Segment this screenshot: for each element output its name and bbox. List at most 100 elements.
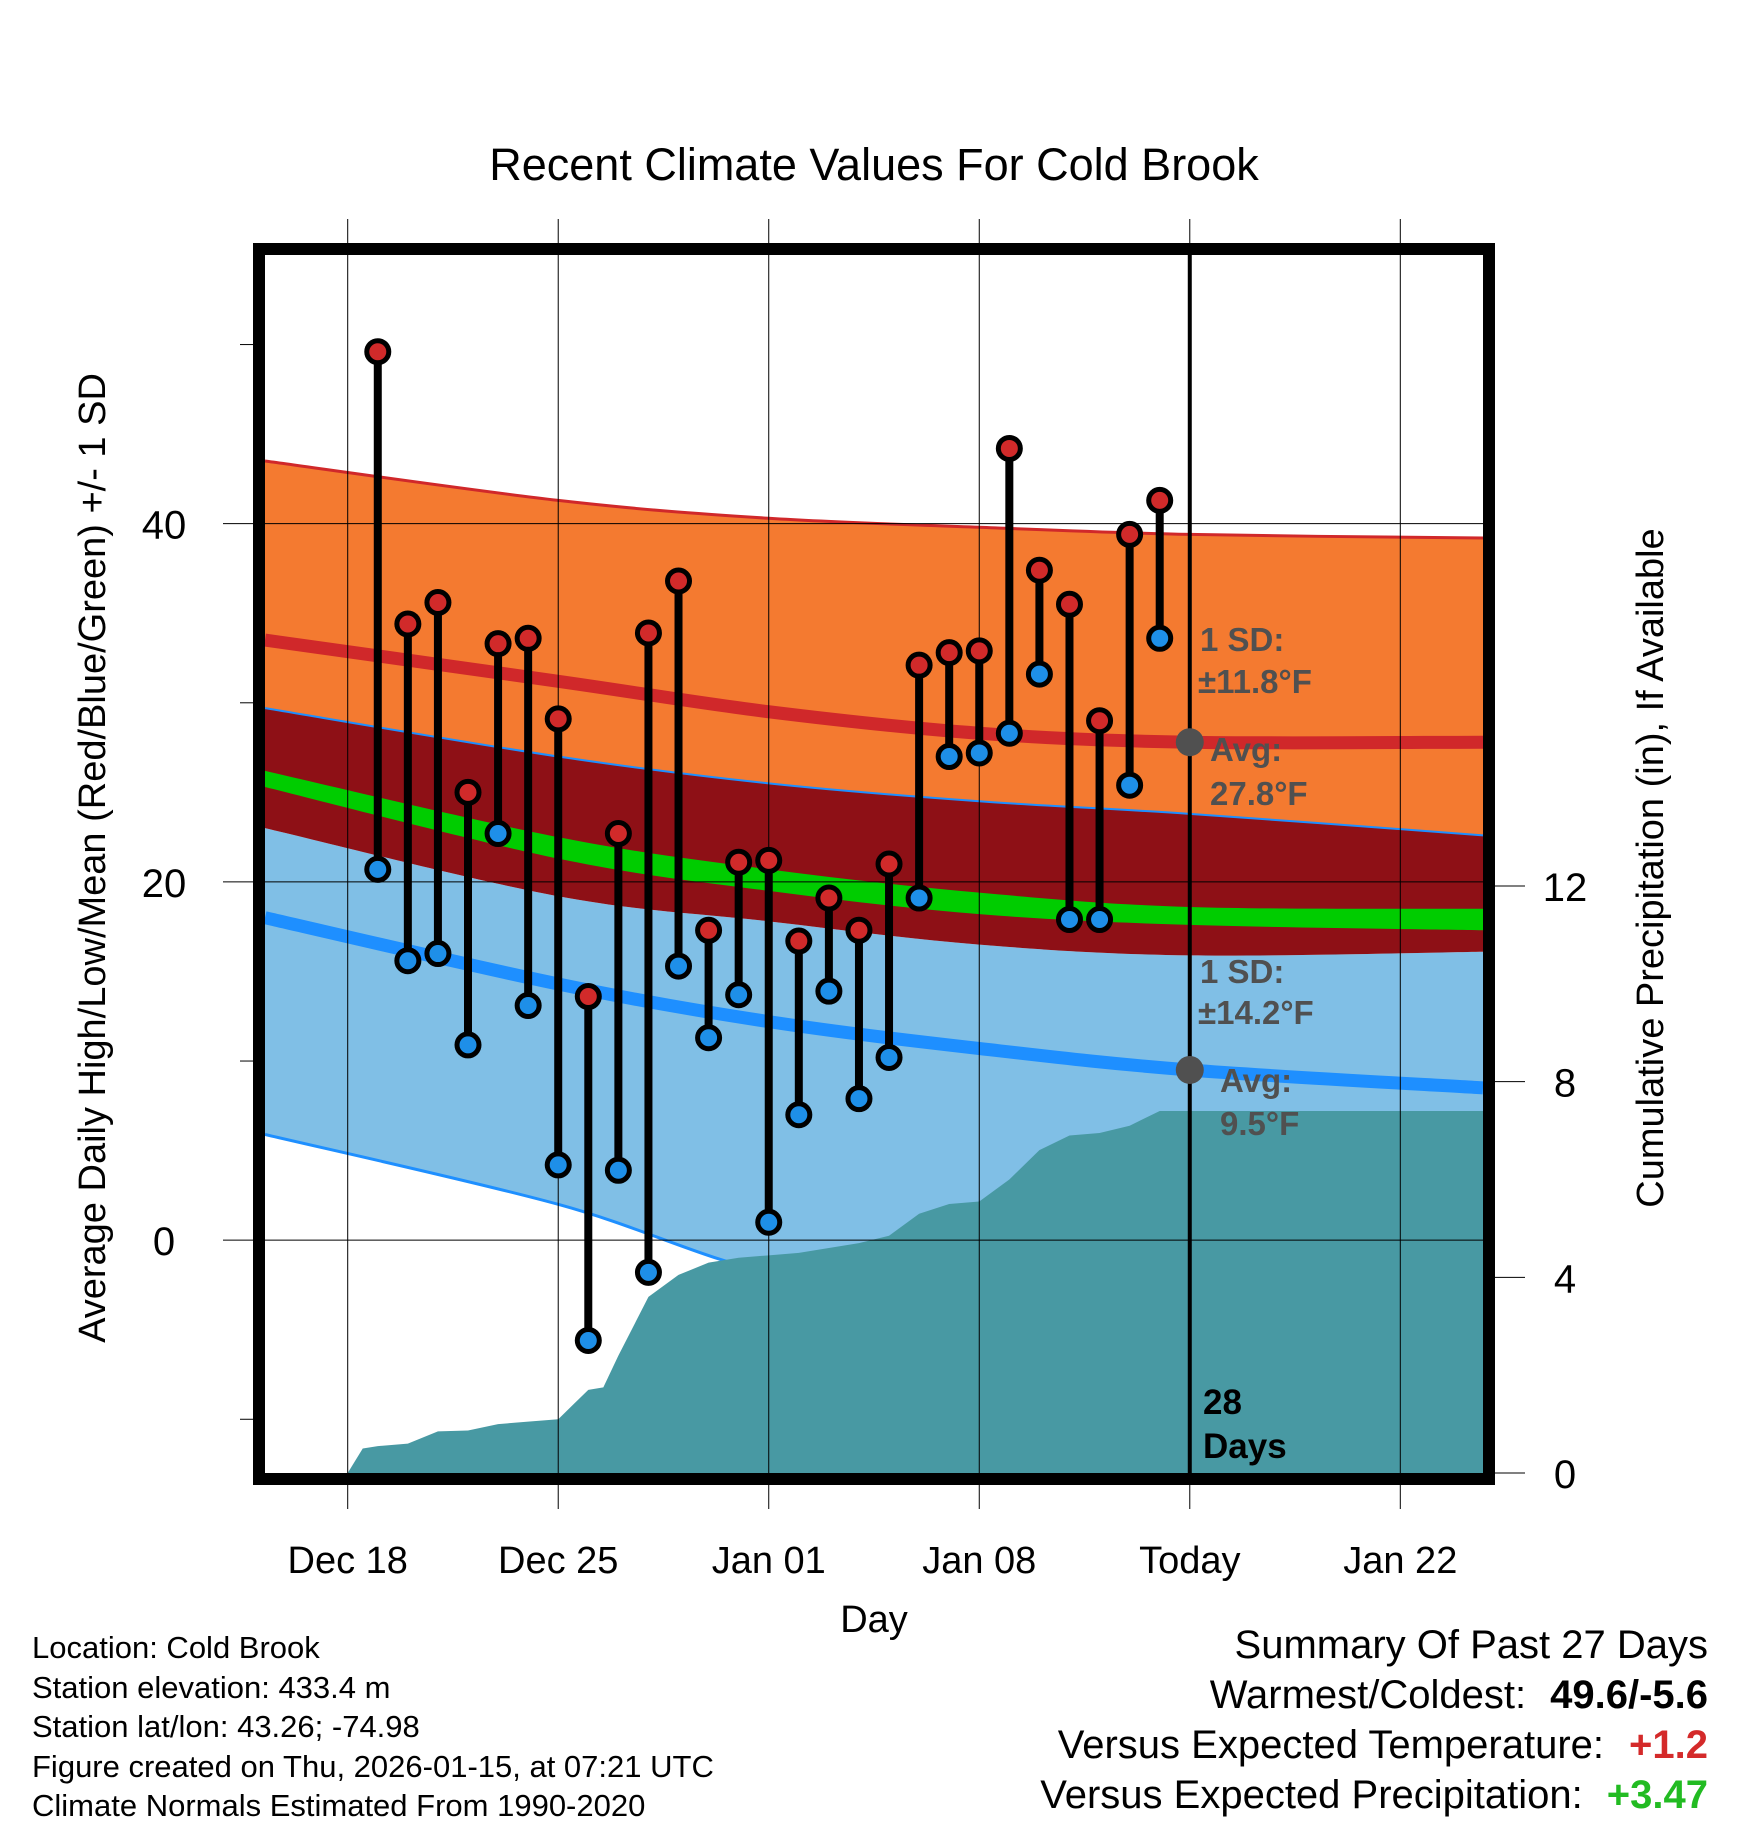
days-count: 28 — [1203, 1383, 1242, 1422]
temp-value: +1.2 — [1629, 1723, 1708, 1767]
overlap-band — [265, 708, 1483, 956]
summary-warmest-coldest: Warmest/Coldest: 49.6/-5.6 — [1040, 1670, 1708, 1720]
low-sd-label: 1 SD: — [1200, 953, 1284, 990]
summary-temperature: Versus Expected Temperature: +1.2 — [1040, 1720, 1708, 1770]
obs-low-point-18 — [905, 884, 933, 912]
warmest-coldest-value: 49.6/-5.6 — [1550, 1673, 1708, 1717]
obs-low-point-20 — [965, 739, 993, 767]
plot-clip-group — [265, 255, 1483, 1473]
high-sd-label: 1 SD: — [1200, 621, 1284, 658]
obs-high-point-23 — [1055, 590, 1083, 618]
precip-label: Versus Expected Precipitation: — [1040, 1773, 1583, 1817]
station-info: Location: Cold Brook Station elevation: … — [32, 1628, 714, 1826]
obs-high-point-14 — [785, 927, 813, 955]
obs-low-point-23 — [1055, 906, 1083, 934]
plot-area — [265, 255, 1483, 1473]
obs-low-point-22 — [1025, 660, 1053, 688]
obs-low-point-4 — [484, 820, 512, 848]
obs-high-point-8 — [604, 820, 632, 848]
obs-high-point-5 — [514, 624, 542, 652]
obs-high-point-17 — [875, 850, 903, 878]
obs-low-point-12 — [725, 981, 753, 1009]
high-avg-label: Avg: — [1210, 731, 1282, 768]
obs-high-point-6 — [544, 705, 572, 733]
obs-high-point-0 — [364, 338, 392, 366]
low-avg-value: 9.5°F — [1220, 1105, 1299, 1142]
obs-low-point-11 — [695, 1024, 723, 1052]
obs-high-point-18 — [905, 651, 933, 679]
obs-low-point-9 — [634, 1258, 662, 1286]
summary-title: Summary Of Past 27 Days — [1234, 1623, 1708, 1667]
info-created: Figure created on Thu, 2026-01-15, at 07… — [32, 1748, 714, 1784]
temp-label: Versus Expected Temperature: — [1057, 1723, 1604, 1767]
obs-low-point-6 — [544, 1151, 572, 1179]
obs-high-point-12 — [725, 848, 753, 876]
plot-frame — [253, 243, 1495, 1485]
obs-high-point-15 — [815, 884, 843, 912]
x-tick-label-0: Dec 18 — [288, 1540, 408, 1582]
annotations: 1 SD: ±11.8°F Avg: 27.8°F 1 SD: ±14.2°F … — [1198, 621, 1314, 1466]
y-left-label-40: 40 — [142, 504, 187, 548]
obs-low-point-15 — [815, 977, 843, 1005]
obs-low-point-13 — [755, 1208, 783, 1236]
chart-title: Recent Climate Values For Cold Brook — [489, 139, 1259, 190]
obs-high-point-26 — [1146, 486, 1174, 514]
obs-high-point-10 — [665, 567, 693, 595]
obs-low-point-25 — [1116, 771, 1144, 799]
obs-high-point-24 — [1086, 707, 1114, 735]
obs-low-point-24 — [1086, 906, 1114, 934]
obs-low-point-8 — [604, 1156, 632, 1184]
summary-precipitation: Versus Expected Precipitation: +3.47 — [1040, 1770, 1708, 1820]
y-left-label-0: 0 — [153, 1220, 175, 1264]
normal-low-line — [265, 911, 1483, 1095]
obs-low-point-0 — [364, 855, 392, 883]
normal-mean-band — [265, 770, 1483, 931]
x-tick-label-5: Jan 22 — [1343, 1540, 1457, 1582]
x-tick-label-4: Today — [1139, 1540, 1240, 1582]
x-tick-label-1: Dec 25 — [498, 1540, 618, 1582]
obs-high-point-16 — [845, 916, 873, 944]
info-elevation: Station elevation: 433.4 m — [32, 1669, 391, 1705]
summary-panel: Summary Of Past 27 Days Warmest/Coldest:… — [1040, 1620, 1708, 1820]
high-avg-marker — [1175, 728, 1204, 757]
y-axis-label-right: Cumulative Precipitation (in), If Availa… — [1630, 528, 1672, 1207]
x-tick-label-3: Jan 08 — [922, 1540, 1036, 1582]
high-avg-value: 27.8°F — [1210, 775, 1308, 812]
y-left-label-20: 20 — [142, 862, 187, 906]
info-latlon: Station lat/lon: 43.26; -74.98 — [32, 1709, 420, 1744]
obs-high-point-22 — [1025, 556, 1053, 584]
high-sd-value: ±11.8°F — [1198, 663, 1312, 700]
obs-high-point-7 — [574, 983, 602, 1011]
low-sd-value: ±14.2°F — [1198, 994, 1314, 1031]
y-right-label-8: 8 — [1554, 1062, 1576, 1106]
obs-low-point-10 — [665, 952, 693, 980]
obs-low-point-1 — [394, 947, 422, 975]
y-right-label-12: 12 — [1543, 866, 1588, 910]
info-normals: Climate Normals Estimated From 1990-2020 — [32, 1788, 646, 1823]
obs-low-point-17 — [875, 1043, 903, 1071]
y-right-label-4: 4 — [1554, 1257, 1576, 1301]
obs-high-point-3 — [454, 778, 482, 806]
y-axis-label-left: Average Daily High/Low/Mean (Red/Blue/Gr… — [72, 373, 114, 1343]
obs-low-point-7 — [574, 1326, 602, 1354]
obs-high-point-19 — [935, 639, 963, 667]
info-location: Location: Cold Brook — [32, 1630, 320, 1665]
low-avg-marker — [1175, 1055, 1204, 1084]
obs-high-point-9 — [634, 619, 662, 647]
low-avg-label: Avg: — [1220, 1062, 1292, 1099]
cumulative-precipitation-area — [347, 1111, 1483, 1473]
obs-high-point-20 — [965, 637, 993, 665]
axes: Dec 18 Dec 25 Jan 01 Jan 08 Today Jan 2202040… — [142, 219, 1588, 1582]
obs-low-point-16 — [845, 1085, 873, 1113]
obs-low-point-19 — [935, 743, 963, 771]
y-right-label-0: 0 — [1554, 1453, 1576, 1497]
obs-high-point-1 — [394, 610, 422, 638]
obs-low-point-14 — [785, 1101, 813, 1129]
obs-low-point-3 — [454, 1031, 482, 1059]
obs-low-point-21 — [995, 719, 1023, 747]
obs-low-point-5 — [514, 992, 542, 1020]
days-label: Days — [1203, 1427, 1287, 1466]
obs-high-point-4 — [484, 630, 512, 658]
obs-low-point-26 — [1146, 624, 1174, 652]
